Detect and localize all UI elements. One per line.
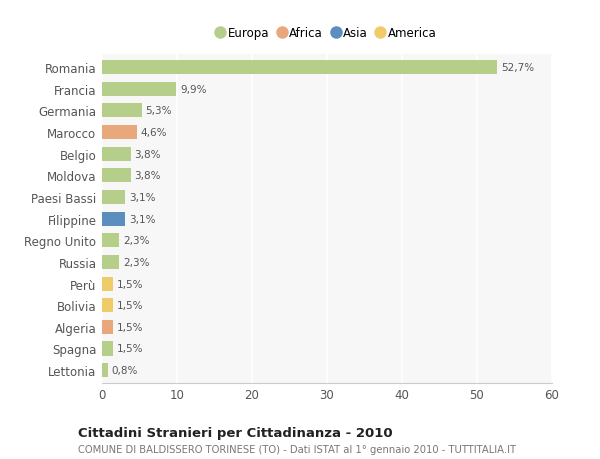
Bar <box>102 83 176 97</box>
Bar <box>102 104 142 118</box>
Text: 0,8%: 0,8% <box>112 365 138 375</box>
Text: Cittadini Stranieri per Cittadinanza - 2010: Cittadini Stranieri per Cittadinanza - 2… <box>78 426 392 439</box>
Text: 2,3%: 2,3% <box>123 236 149 246</box>
Bar <box>102 255 119 269</box>
Text: 1,5%: 1,5% <box>117 301 143 311</box>
Text: 3,8%: 3,8% <box>134 171 161 181</box>
Bar <box>102 363 108 377</box>
Text: 52,7%: 52,7% <box>501 63 534 73</box>
Text: 3,1%: 3,1% <box>129 193 155 202</box>
Bar <box>102 169 131 183</box>
Bar <box>102 147 131 162</box>
Text: 3,8%: 3,8% <box>134 150 161 159</box>
Bar <box>102 190 125 205</box>
Bar <box>102 212 125 226</box>
Bar <box>102 234 119 248</box>
Text: 2,3%: 2,3% <box>123 257 149 267</box>
Text: 3,1%: 3,1% <box>129 214 155 224</box>
Legend: Europa, Africa, Asia, America: Europa, Africa, Asia, America <box>215 25 439 43</box>
Text: 1,5%: 1,5% <box>117 322 143 332</box>
Text: 5,3%: 5,3% <box>146 106 172 116</box>
Text: 4,6%: 4,6% <box>140 128 167 138</box>
Bar <box>102 126 137 140</box>
Text: 1,5%: 1,5% <box>117 279 143 289</box>
Text: COMUNE DI BALDISSERO TORINESE (TO) - Dati ISTAT al 1° gennaio 2010 - TUTTITALIA.: COMUNE DI BALDISSERO TORINESE (TO) - Dat… <box>78 444 516 454</box>
Bar <box>102 341 113 356</box>
Bar <box>102 298 113 313</box>
Bar <box>102 61 497 75</box>
Bar <box>102 320 113 334</box>
Bar <box>102 277 113 291</box>
Text: 1,5%: 1,5% <box>117 344 143 354</box>
Text: 9,9%: 9,9% <box>180 84 206 95</box>
